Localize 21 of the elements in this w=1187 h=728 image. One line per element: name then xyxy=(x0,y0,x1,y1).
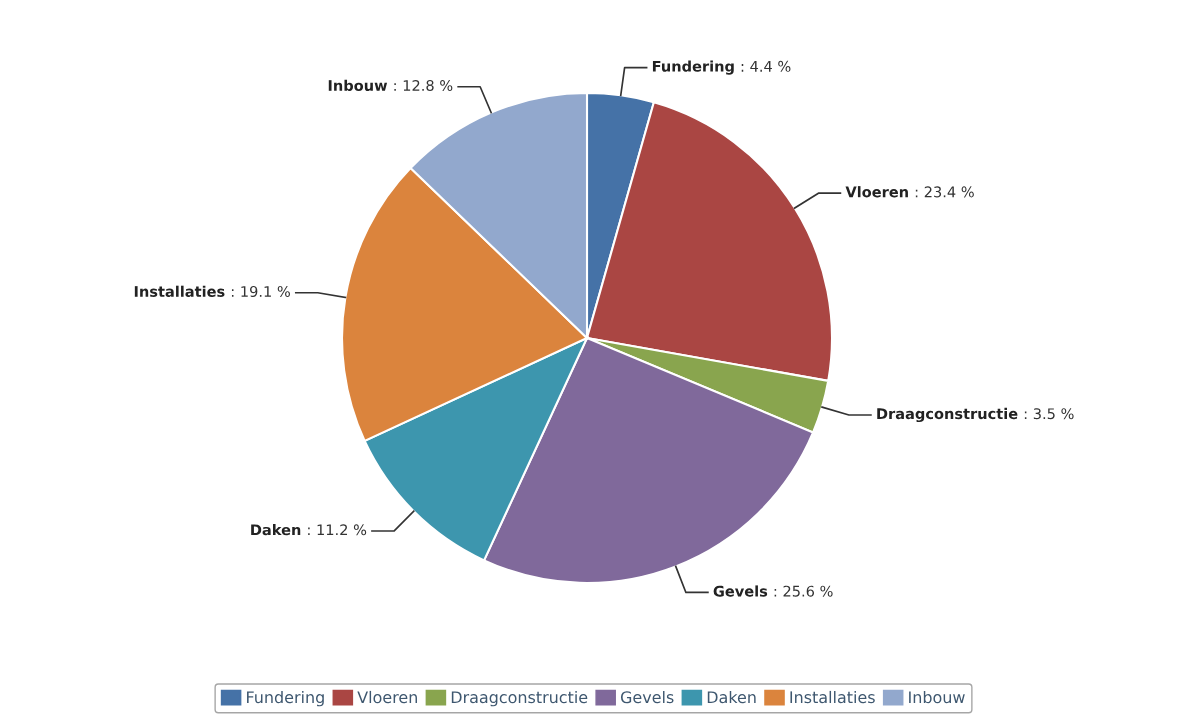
data-label: : 3.5 % xyxy=(1024,408,1074,420)
slice-label: Fundering xyxy=(652,60,734,75)
data-label: : 19.1 % xyxy=(231,285,290,297)
data-label: : 4.4 % xyxy=(741,60,791,72)
legend-label: Vloeren xyxy=(357,690,417,704)
legend-label: Draagconstructie xyxy=(451,690,588,707)
legend-label: Installaties xyxy=(790,690,875,704)
data-label: : 12.8 % xyxy=(394,79,453,92)
data-label: : 11.2 % xyxy=(308,524,367,536)
legend-label: Daken xyxy=(707,690,756,704)
legend-label: Fundering xyxy=(247,690,324,707)
legend-label: Inbouw xyxy=(909,690,965,704)
slice-label: Gevels xyxy=(713,585,768,597)
data-label: : 23.4 % xyxy=(915,186,974,198)
data-label: : 25.6 % xyxy=(774,585,833,597)
legend-label: Gevels xyxy=(620,690,674,704)
slice-label: Inbouw xyxy=(328,79,388,92)
slice-label: Vloeren xyxy=(845,186,908,198)
slice-label: Draagconstructie xyxy=(877,407,1018,423)
slice-label: Daken xyxy=(251,523,301,536)
slice-label: Installaties xyxy=(134,285,225,297)
